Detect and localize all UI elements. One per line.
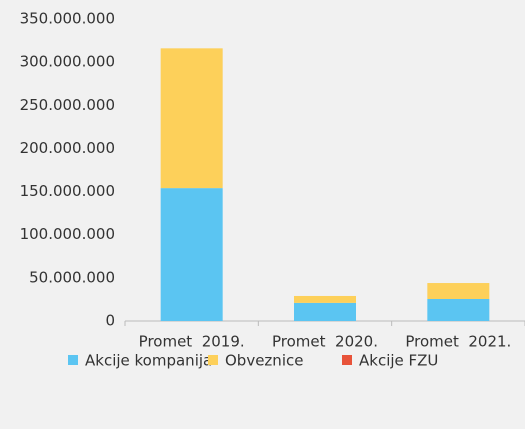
bar: [160, 48, 223, 189]
legend-label: Obveznice: [225, 352, 303, 370]
x-tick-label: Promet 2019.: [139, 333, 245, 351]
y-tick-label: 0: [105, 312, 115, 330]
y-tick-label: 250.000.000: [20, 96, 115, 114]
x-tick-label: Promet 2021.: [405, 333, 511, 351]
y-tick-label: 50.000.000: [29, 268, 115, 286]
y-tick-label: 100.000.000: [20, 225, 115, 243]
x-tick-label: Promet 2020.: [272, 333, 378, 351]
legend-swatch: [342, 355, 352, 365]
legend-swatch: [68, 355, 78, 365]
y-tick-label: 200.000.000: [20, 139, 115, 157]
bar: [427, 298, 490, 321]
legend-label: Akcije kompanija: [85, 352, 212, 370]
y-tick-label: 350.000.000: [20, 10, 115, 28]
legend-swatch: [208, 355, 218, 365]
bar: [294, 302, 356, 321]
bar: [427, 283, 490, 299]
bar: [294, 295, 356, 303]
y-tick-label: 300.000.000: [20, 53, 115, 71]
legend-label: Akcije FZU: [359, 352, 438, 370]
bar: [160, 188, 223, 321]
y-tick-label: 150.000.000: [20, 182, 115, 200]
